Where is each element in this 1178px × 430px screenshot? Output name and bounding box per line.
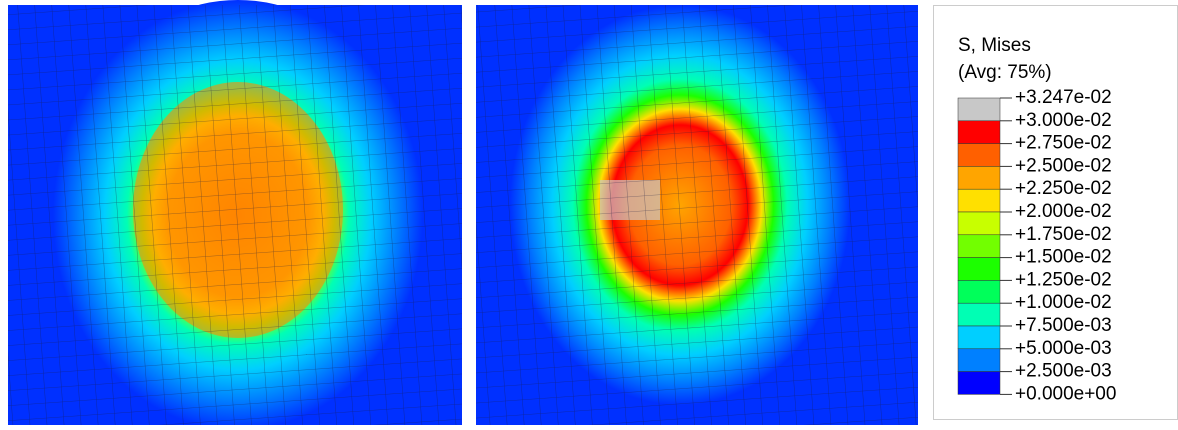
legend-swatch: [958, 280, 1000, 303]
legend-label: +2.500e-02: [1015, 155, 1112, 176]
legend-label: +1.250e-02: [1015, 269, 1112, 290]
legend-label: +0.000e+00: [1015, 383, 1116, 404]
legend-label: +5.000e-03: [1015, 338, 1112, 359]
legend-swatch: [958, 166, 1000, 189]
legend-label: +2.250e-02: [1015, 178, 1112, 199]
left-contour-plot: [8, 0, 462, 425]
legend-swatch: [958, 212, 1000, 235]
legend-title: S, Mises: [958, 35, 1031, 56]
legend-label: +2.000e-02: [1015, 201, 1112, 222]
legend-swatch: [958, 349, 1000, 372]
right-contour-plot: [476, 5, 918, 425]
legend-swatch: [958, 144, 1000, 167]
legend-subtitle: (Avg: 75%): [958, 62, 1052, 83]
legend-swatch: [958, 121, 1000, 144]
legend-swatch: [958, 303, 1000, 326]
legend-label: +1.500e-02: [1015, 247, 1112, 268]
legend-swatch: [958, 235, 1000, 258]
legend-swatch: [958, 372, 1000, 395]
legend-swatch: [958, 326, 1000, 349]
legend-label: +3.247e-02: [1015, 87, 1112, 108]
legend-swatch: [958, 258, 1000, 281]
legend-label: +1.000e-02: [1015, 292, 1112, 313]
figure: S, Mises (Avg: 75%) +3.247e-02+3.000e-02…: [0, 0, 1178, 425]
legend-label: +7.500e-03: [1015, 315, 1112, 336]
legend-label: +1.750e-02: [1015, 224, 1112, 245]
legend-label: +2.750e-02: [1015, 133, 1112, 154]
legend-label: +2.500e-03: [1015, 361, 1112, 382]
page: S, Mises (Avg: 75%) +3.247e-02+3.000e-02…: [0, 0, 1178, 425]
legend-swatch: [958, 98, 1000, 121]
legend-label: +3.000e-02: [1015, 110, 1112, 131]
legend-swatch: [958, 189, 1000, 212]
